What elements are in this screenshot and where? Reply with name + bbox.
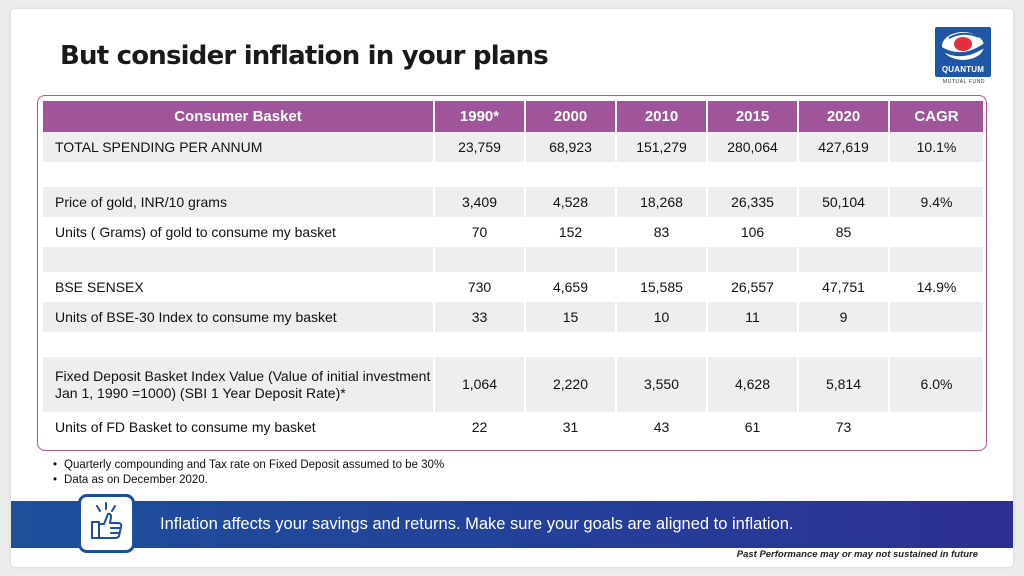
column-header: 2000	[526, 101, 615, 132]
column-header: CAGR	[890, 101, 983, 132]
column-header: 2010	[617, 101, 706, 132]
logo-subtitle: MUTUAL FUND	[942, 79, 986, 85]
footnote-item: Quarterly compounding and Tax rate on Fi…	[53, 458, 444, 473]
table-row: Units of BSE-30 Index to consume my bask…	[43, 302, 983, 332]
table-cell: 73	[799, 412, 888, 442]
logo-emblem-icon	[940, 32, 987, 60]
table-header-row: Consumer Basket 1990* 2000 2010 2015 202…	[43, 101, 983, 132]
column-header: 1990*	[435, 101, 524, 132]
table-cell: 85	[799, 217, 888, 247]
table-row: TOTAL SPENDING PER ANNUM 23,759 68,923 1…	[43, 132, 983, 162]
table-cell: 68,923	[526, 132, 615, 162]
cagr-cell	[890, 217, 983, 247]
table-cell: 26,335	[708, 187, 797, 217]
table-cell: 22	[435, 412, 524, 442]
cagr-cell	[890, 302, 983, 332]
table-cell: 4,528	[526, 187, 615, 217]
logo-name: QUANTUM	[941, 65, 985, 74]
cagr-cell: 6.0%	[890, 357, 983, 412]
row-label: Fixed Deposit Basket Index Value (Value …	[43, 357, 433, 412]
table-cell: 9	[799, 302, 888, 332]
page-title: But consider inflation in your plans	[60, 41, 549, 71]
column-header: 2015	[708, 101, 797, 132]
slide: But consider inflation in your plans QUA…	[11, 9, 1013, 567]
quantum-logo: QUANTUM MUTUAL FUND	[933, 27, 995, 87]
row-label: TOTAL SPENDING PER ANNUM	[43, 132, 433, 162]
table-cell: 50,104	[799, 187, 888, 217]
row-label: Units ( Grams) of gold to consume my bas…	[43, 217, 433, 247]
table-row: Units ( Grams) of gold to consume my bas…	[43, 217, 983, 247]
table-cell: 10	[617, 302, 706, 332]
footnotes: Quarterly compounding and Tax rate on Fi…	[53, 458, 444, 488]
disclaimer: Past Performance may or may not sustaine…	[736, 549, 978, 560]
table-row: Price of gold, INR/10 grams 3,409 4,528 …	[43, 187, 983, 217]
column-header: 2020	[799, 101, 888, 132]
column-header: Consumer Basket	[43, 101, 433, 132]
table-cell: 31	[526, 412, 615, 442]
row-label: Price of gold, INR/10 grams	[43, 187, 433, 217]
row-label: Units of FD Basket to consume my basket	[43, 412, 433, 442]
table-cell: 33	[435, 302, 524, 332]
thumbs-up-icon	[91, 502, 123, 539]
table-cell: 730	[435, 272, 524, 302]
table-cell: 5,814	[799, 357, 888, 412]
table-cell: 427,619	[799, 132, 888, 162]
consumer-basket-table-frame: Consumer Basket 1990* 2000 2010 2015 202…	[37, 95, 987, 451]
spacer-row	[43, 162, 983, 187]
takeaway-banner: Inflation affects your savings and retur…	[11, 501, 1013, 548]
table-cell: 70	[435, 217, 524, 247]
table-cell: 2,220	[526, 357, 615, 412]
table-cell: 47,751	[799, 272, 888, 302]
table-cell: 15	[526, 302, 615, 332]
cagr-cell: 9.4%	[890, 187, 983, 217]
table-cell: 152	[526, 217, 615, 247]
row-label: Units of BSE-30 Index to consume my bask…	[43, 302, 433, 332]
table-row: Fixed Deposit Basket Index Value (Value …	[43, 357, 983, 412]
table-cell: 3,550	[617, 357, 706, 412]
row-label: BSE SENSEX	[43, 272, 433, 302]
table-cell: 106	[708, 217, 797, 247]
consumer-basket-table: Consumer Basket 1990* 2000 2010 2015 202…	[41, 101, 985, 442]
cagr-cell	[890, 412, 983, 442]
logo-mark: QUANTUM	[935, 27, 991, 77]
table-cell: 23,759	[435, 132, 524, 162]
table-cell: 83	[617, 217, 706, 247]
table-cell: 11	[708, 302, 797, 332]
cagr-cell: 10.1%	[890, 132, 983, 162]
cagr-cell: 14.9%	[890, 272, 983, 302]
table-cell: 26,557	[708, 272, 797, 302]
table-cell: 18,268	[617, 187, 706, 217]
table-row: Units of FD Basket to consume my basket …	[43, 412, 983, 442]
table-cell: 61	[708, 412, 797, 442]
table-cell: 4,659	[526, 272, 615, 302]
banner-text: Inflation affects your savings and retur…	[160, 515, 794, 533]
table-cell: 43	[617, 412, 706, 442]
table-cell: 15,585	[617, 272, 706, 302]
spacer-row	[43, 247, 983, 272]
table-cell: 1,064	[435, 357, 524, 412]
table-cell: 151,279	[617, 132, 706, 162]
spacer-row	[43, 332, 983, 357]
footnote-item: Data as on December 2020.	[53, 473, 444, 488]
table-cell: 280,064	[708, 132, 797, 162]
table-row: BSE SENSEX 730 4,659 15,585 26,557 47,75…	[43, 272, 983, 302]
table-cell: 3,409	[435, 187, 524, 217]
thumbs-up-icon-box	[78, 494, 135, 553]
table-cell: 4,628	[708, 357, 797, 412]
